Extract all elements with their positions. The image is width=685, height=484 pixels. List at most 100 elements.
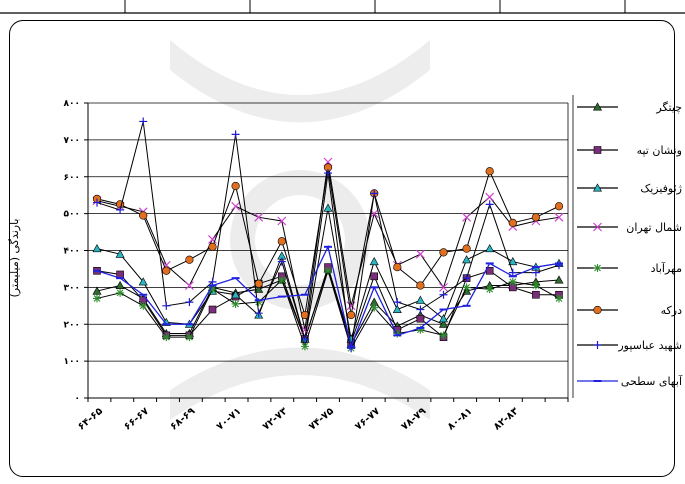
data-point (485, 192, 495, 202)
x-tick-label: ۷۶-۷۷ (353, 406, 382, 433)
data-point (231, 201, 241, 211)
data-point (162, 266, 171, 275)
series-6 (93, 117, 563, 353)
data-point (139, 117, 148, 126)
y-axis-label: بارندگی (میلیمتر) (8, 219, 21, 298)
data-point (347, 310, 356, 320)
data-point (370, 303, 379, 312)
y-tick-label: ۰ (75, 394, 81, 404)
data-point (231, 181, 240, 191)
data-point (370, 272, 379, 281)
y-tick-label: ۸۰۰ (64, 99, 80, 109)
x-tick-label: ۸۰-۸۱ (446, 406, 475, 433)
legend-item: ژئوفیزیک (577, 182, 682, 195)
data-point (115, 280, 125, 290)
data-point (485, 200, 494, 209)
data-point (254, 309, 263, 318)
data-point (184, 281, 194, 290)
data-point (92, 244, 102, 253)
data-point (485, 167, 494, 176)
data-point (393, 298, 402, 307)
data-point (277, 276, 286, 284)
chart-frame (9, 20, 675, 477)
y-tick-label: ۴۰۰ (64, 247, 80, 257)
data-point (532, 290, 540, 299)
data-point (593, 222, 602, 232)
data-point (323, 203, 333, 212)
x-tick-label: ۷۲-۷۳ (261, 406, 290, 433)
data-point (300, 342, 309, 351)
data-point (416, 305, 425, 314)
data-point (593, 305, 602, 315)
data-point (508, 218, 517, 227)
data-point (231, 299, 240, 308)
data-point (93, 294, 101, 303)
x-tick-label: ۶۶-۶۷ (122, 406, 151, 433)
data-point (439, 282, 448, 292)
legend-item: درکه (577, 304, 682, 317)
data-point (438, 319, 449, 328)
y-tick-label: ۵۰۰ (64, 210, 80, 220)
data-point (415, 295, 425, 304)
data-point (116, 205, 125, 214)
legend-label: چیتگر (655, 101, 682, 114)
data-point (416, 314, 425, 323)
series-4 (93, 266, 563, 353)
axes (84, 102, 569, 402)
data-point (277, 257, 286, 266)
data-point (231, 130, 240, 139)
data-point (92, 286, 102, 295)
data-point (254, 279, 263, 288)
data-point (139, 211, 148, 220)
data-point (592, 102, 603, 111)
legend-item: چیتگر (577, 101, 682, 114)
data-point (439, 331, 448, 340)
data-point (300, 325, 310, 335)
data-point (392, 304, 402, 313)
data-point (485, 285, 494, 294)
data-point (116, 288, 125, 297)
data-point (139, 301, 148, 310)
data-point (369, 256, 379, 266)
legend-item: شهید عباسپور (577, 339, 682, 352)
y-tick-label: ۷۰۰ (64, 136, 80, 146)
data-point (324, 169, 332, 178)
x-tick-label: ۷۴-۷۵ (307, 406, 336, 433)
data-point (439, 290, 448, 299)
data-point (439, 248, 448, 257)
data-point (185, 298, 194, 307)
data-point (485, 244, 495, 253)
series-7 (93, 244, 563, 349)
data-point (254, 212, 264, 222)
legend-label: شهید عباسپور (617, 339, 682, 352)
series-lines (92, 117, 564, 353)
data-point (324, 266, 332, 275)
data-point (93, 198, 101, 207)
x-tick-label: ۶۴-۶۵ (76, 406, 105, 433)
data-point (554, 275, 564, 284)
legend: چیتگر ونشان تپه ژئوفیزیک شمال تهران مهرآباد د… (572, 95, 683, 398)
data-point (416, 325, 425, 334)
x-tick-label: ۷۰-۷۱ (215, 406, 244, 433)
y-tick-label: ۶۰۰ (64, 173, 80, 183)
data-point (531, 213, 541, 222)
data-point (554, 202, 564, 211)
x-tick-label: ۷۸-۷۹ (399, 406, 428, 433)
data-point (462, 255, 472, 264)
data-point (254, 298, 263, 307)
data-point (254, 284, 264, 293)
y-tick-label: ۳۰۰ (64, 283, 80, 293)
data-point (185, 333, 194, 342)
data-point (462, 244, 471, 253)
legend-label: ونشان تپه (637, 144, 682, 157)
data-point (438, 314, 449, 323)
data-point (393, 329, 402, 338)
top-table-rule (0, 0, 685, 14)
x-tick-label: ۸۲-۸۳ (492, 406, 521, 433)
legend-item: ونشان تپه (577, 144, 682, 157)
data-point (554, 212, 564, 222)
data-point (138, 277, 148, 286)
data-point (531, 281, 540, 290)
data-point (593, 264, 602, 272)
